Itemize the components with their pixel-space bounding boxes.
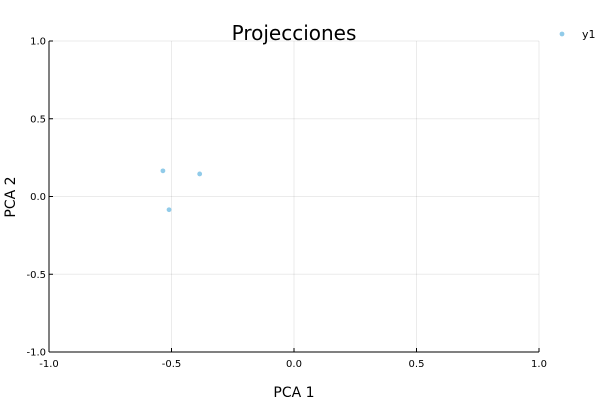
data-point (160, 168, 166, 174)
y-tick-label: 0.0 (30, 192, 46, 203)
y-tick-label: 0.5 (30, 114, 46, 125)
legend: y1 (559, 28, 596, 41)
tick-labels: -1.0 -0.5 0.0 0.5 1.0 -1.0 -0.5 0.0 0.5 1.0 (26, 37, 546, 371)
y-tick-label: -1.0 (26, 348, 46, 359)
legend-label-y1: y1 (582, 28, 596, 41)
grid-layer (48, 40, 540, 353)
data-points (160, 168, 203, 213)
y-tick-label: 1.0 (30, 37, 46, 48)
chart-title: Projecciones (232, 21, 357, 45)
x-tick-label: 0.5 (409, 359, 425, 370)
x-tick-label: -1.0 (39, 359, 59, 370)
x-tick-label: 1.0 (531, 359, 547, 370)
y-tick-label: -0.5 (26, 270, 46, 281)
x-tick-label: 0.0 (286, 359, 302, 370)
legend-marker-y1 (559, 31, 565, 37)
x-axis-label: PCA 1 (273, 385, 314, 400)
data-point (166, 207, 172, 213)
y-axis-label: PCA 2 (3, 176, 19, 217)
data-point (197, 171, 203, 177)
x-tick-label: -0.5 (162, 359, 182, 370)
